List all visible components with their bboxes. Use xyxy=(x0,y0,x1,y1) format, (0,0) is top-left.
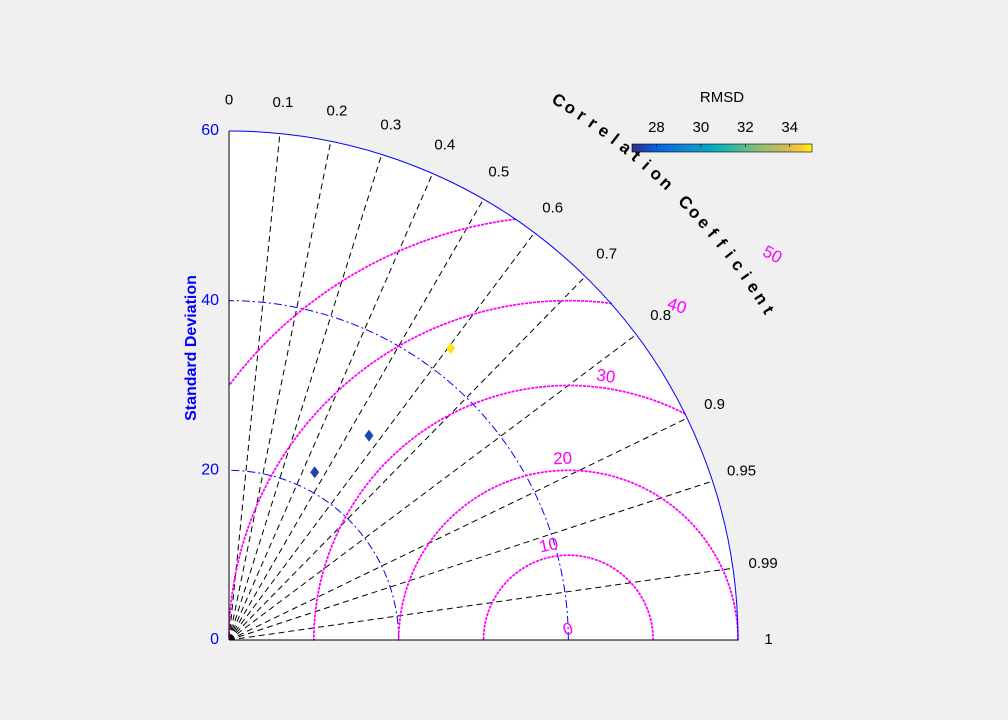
rmsd-contour-10 xyxy=(482,554,655,641)
corr-line-0.5 xyxy=(228,198,484,641)
corr-line-0.3 xyxy=(228,154,383,641)
rmsd-label-40: 40 xyxy=(665,294,689,318)
rmsd-contour-20 xyxy=(397,469,739,641)
data-point-marker xyxy=(364,429,374,442)
rmsd-label-10: 10 xyxy=(537,534,559,556)
corr-tick-0.1: 0.1 xyxy=(273,94,294,111)
corr-tick-1: 1 xyxy=(764,631,772,648)
corr-tick-0.8: 0.8 xyxy=(650,307,671,324)
std-tick-20: 20 xyxy=(201,462,219,479)
corr-tick-0.7: 0.7 xyxy=(596,246,617,263)
y-axis-title: Standard Deviation xyxy=(183,275,200,421)
std-tick-40: 40 xyxy=(201,292,219,309)
corr-tick-0.9: 0.9 xyxy=(704,396,725,413)
outer-std-arc xyxy=(228,130,739,641)
corr-tick-0.99: 0.99 xyxy=(749,555,778,572)
std-tick-labels: 0 20 40 60 xyxy=(201,122,219,648)
corr-line-0.9 xyxy=(228,417,688,641)
std-tick-0: 0 xyxy=(210,631,219,648)
colorbar-title: RMSD xyxy=(700,89,744,106)
corr-line-0.95 xyxy=(228,480,713,641)
colorbar-tick-28: 28 xyxy=(648,119,665,136)
std-tick-60: 60 xyxy=(201,122,219,139)
data-point-marker xyxy=(446,342,456,355)
corr-tick-0.4: 0.4 xyxy=(434,136,455,153)
corr-line-0.2 xyxy=(228,141,332,641)
rmsd-label-20: 20 xyxy=(553,449,573,469)
corr-tick-0.95: 0.95 xyxy=(727,462,756,479)
reference-std-arcs xyxy=(228,300,569,641)
colorbar-tick-labels: 28 30 32 34 xyxy=(648,119,798,147)
corr-line-0.1 xyxy=(228,133,281,641)
colorbar-tick-30: 30 xyxy=(693,119,710,136)
corr-tick-0.6: 0.6 xyxy=(542,199,563,216)
corr-line-0.7 xyxy=(228,276,586,641)
rmsd-contour-40 xyxy=(228,299,613,641)
corr-tick-0.2: 0.2 xyxy=(326,102,347,119)
colorbar-tick-32: 32 xyxy=(737,119,754,136)
plot-area xyxy=(229,131,738,640)
std-arc-40 xyxy=(228,300,569,641)
colorbar: RMSD 28 30 32 34 xyxy=(631,89,813,153)
colorbar-gradient xyxy=(631,143,813,153)
colorbar-tick-34: 34 xyxy=(781,119,798,136)
data-points xyxy=(310,342,456,479)
rmsd-contour-50 xyxy=(228,218,516,386)
rmsd-label-30: 30 xyxy=(595,365,616,386)
corr-tick-0: 0 xyxy=(225,91,233,108)
rmsd-contours xyxy=(228,218,739,641)
corr-line-0.99 xyxy=(228,567,733,641)
data-point-marker xyxy=(310,466,320,479)
corr-line-0.6 xyxy=(228,232,535,641)
corr-tick-0.5: 0.5 xyxy=(488,164,509,181)
corr-tick-0.3: 0.3 xyxy=(380,116,401,133)
rmsd-contour-30 xyxy=(312,384,686,641)
correlation-tick-labels: 0 0.1 0.2 0.3 0.4 0.5 0.6 0.7 0.8 0.9 0.95 0.99 1 xyxy=(225,91,778,648)
std-arc-20 xyxy=(228,469,400,641)
